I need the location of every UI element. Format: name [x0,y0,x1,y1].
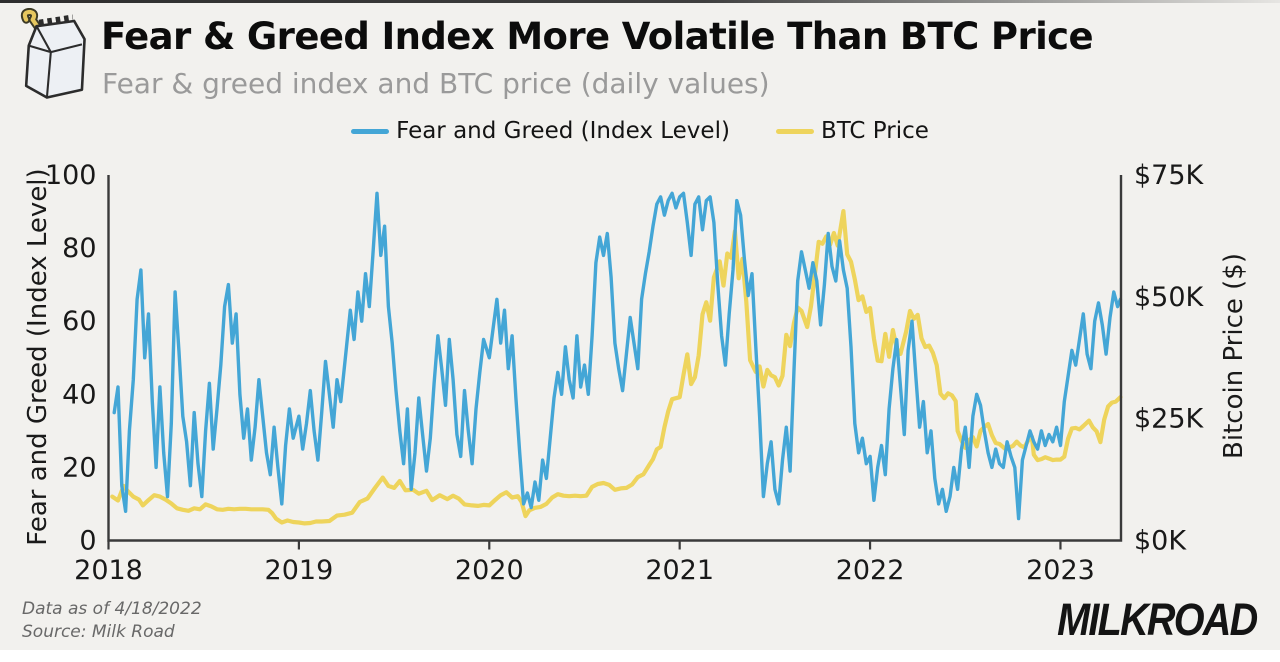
y-axis-title-right: Bitcoin Price ($) [1219,253,1249,459]
legend-label-fear-greed: Fear and Greed (Index Level) [396,118,730,144]
carton-seal-teeth [38,14,74,27]
y-left-tick-label: 100 [45,160,97,191]
footnote-source: Source: Milk Road [22,622,175,642]
legend-swatch-btc [775,128,814,134]
x-tick-label: 2023 [1026,555,1095,586]
top-edge-line [0,0,1280,3]
y-right-tick-label: $0K [1134,526,1187,557]
x-tick-label: 2022 [836,555,905,586]
chart-title: Fear & Greed Index More Volatile Than BT… [101,15,1094,58]
legend-swatch-fear-greed [351,128,390,134]
axes-frame [107,175,1123,542]
series-line-btc-price [110,209,1123,526]
milkroad-wordmark: MILKROAD [1056,594,1258,645]
y-left-tick-label: 20 [62,452,96,483]
chart-subtitle: Fear & greed index and BTC price (daily … [102,67,770,100]
y-right-tick-label: $75K [1134,160,1205,191]
legend-entry-fear-greed: Fear and Greed (Index Level) [351,118,730,144]
x-tick-label: 2018 [74,555,143,586]
y-axis-title-left: Fear and Greed (Index Level) [23,168,53,546]
y-right-tick-label: $50K [1134,282,1205,313]
y-right-tick-label: $25K [1134,404,1205,435]
y-left-tick-label: 80 [62,233,96,264]
legend-label-btc: BTC Price [820,118,929,144]
y-left-tick-label: 0 [79,526,96,557]
x-tick-label: 2021 [645,555,714,586]
straw [22,9,47,39]
footnote: Data as of 4/18/2022 Source: Milk Road [22,598,202,644]
x-tick-label: 2020 [455,555,524,586]
milk-carton-icon [20,8,86,99]
legend-entry-btc: BTC Price [775,118,929,144]
y-left-tick-label: 40 [62,379,96,410]
y-left-tick-label: 60 [62,306,96,337]
x-tick-label: 2019 [265,555,334,586]
carton-creases [27,20,86,98]
footnote-data-as-of: Data as of 4/18/2022 [22,599,202,619]
series-line-fear-and-greed-index-level [112,191,1123,521]
chart-legend: Fear and Greed (Index Level) BTC Price [0,118,1280,144]
